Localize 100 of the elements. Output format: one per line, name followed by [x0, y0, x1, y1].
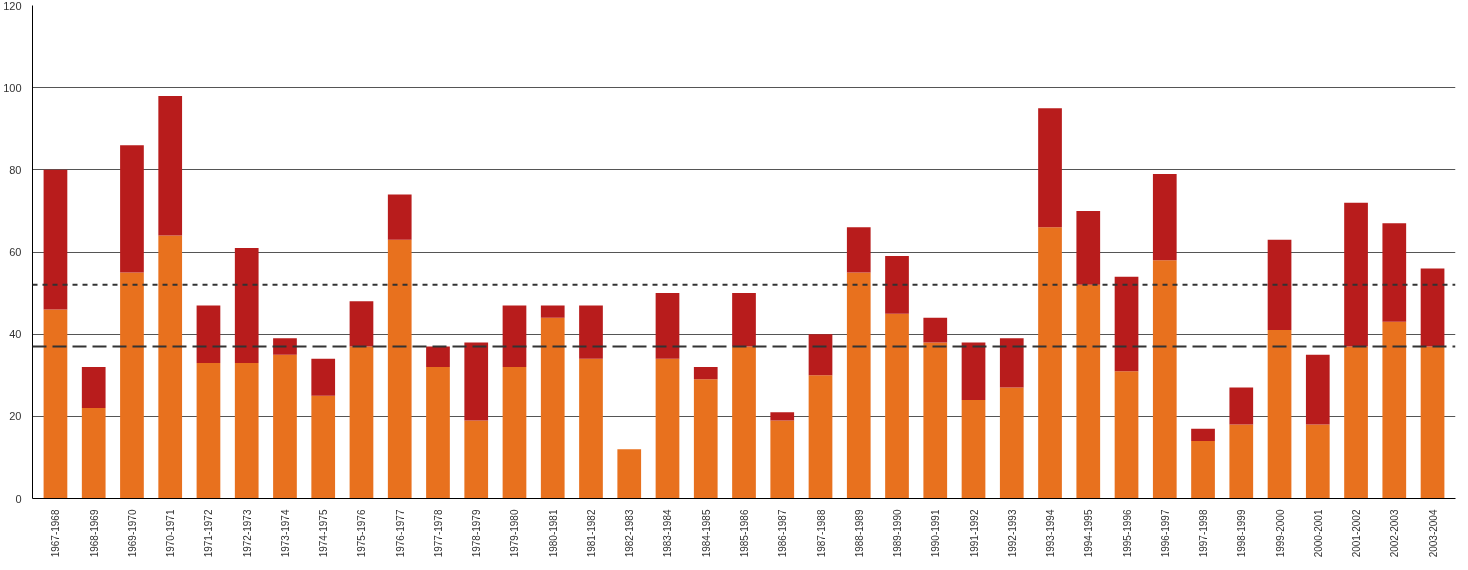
x-tick-label: 1990-1991: [930, 509, 942, 558]
bar: [1114, 371, 1139, 499]
bar: [1305, 424, 1330, 499]
y-tick-label: 80: [9, 163, 22, 176]
bar: [693, 379, 718, 499]
y-tick-label: 60: [9, 246, 22, 258]
x-tick-label: 1976-1977: [394, 509, 406, 558]
x-tick-label: 1980-1981: [547, 509, 559, 558]
x-tick-label: 1995-1996: [1121, 509, 1133, 558]
x-tick-label: 1993-1994: [1045, 509, 1057, 558]
bar: [311, 395, 336, 499]
bar: [885, 313, 909, 499]
bar: [1267, 330, 1292, 499]
bar: [1382, 223, 1407, 322]
bar: [502, 367, 527, 499]
bar: [808, 375, 833, 499]
bar: [617, 449, 642, 499]
bar: [1152, 173, 1177, 261]
x-tick-label: 1994-1995: [1083, 509, 1095, 558]
x-tick-label: 1984-1985: [700, 509, 712, 558]
bar: [387, 239, 412, 499]
x-tick-label: 1983-1984: [662, 509, 674, 558]
bar: [43, 169, 68, 310]
x-tick-label: 1973-1974: [279, 509, 291, 558]
bar: [81, 408, 106, 499]
x-tick-label: 1987-1988: [815, 509, 827, 558]
x-tick-label: 1979-1980: [509, 509, 521, 558]
x-tick-label: 1970-1971: [165, 509, 177, 558]
bar: [1420, 346, 1445, 499]
x-tick-label: 1982-1983: [624, 509, 636, 558]
x-tick-label: 1985-1986: [739, 509, 750, 558]
bar: [426, 346, 450, 368]
bar: [1229, 387, 1254, 425]
x-tick-label: 1991-1992: [968, 509, 980, 558]
bar: [81, 367, 106, 409]
bar: [1191, 440, 1215, 499]
bar: [1305, 354, 1330, 425]
bar: [120, 272, 144, 499]
y-tick-label: 40: [9, 328, 22, 341]
bar: [1076, 210, 1101, 285]
bar: [464, 420, 489, 499]
bar: [999, 338, 1024, 388]
bar: [732, 293, 756, 347]
bar: [349, 301, 374, 347]
x-tick-label: 1996-1997: [1159, 509, 1171, 558]
y-tick-label: 100: [3, 81, 22, 94]
bar: [349, 346, 374, 499]
bar: [1382, 321, 1407, 499]
bar: [234, 362, 259, 499]
bar: [158, 235, 183, 499]
bar: [961, 399, 986, 499]
bar: [1344, 346, 1368, 499]
bar: [732, 346, 756, 499]
bar: [1191, 428, 1215, 441]
x-tick-label: 2000-2001: [1312, 509, 1324, 558]
bar: [502, 305, 527, 368]
bar: [464, 342, 489, 421]
x-tick-label: 1977-1978: [432, 509, 444, 558]
bar: [655, 358, 680, 499]
bar: [540, 305, 565, 318]
x-tick-label: 1999-2000: [1274, 509, 1286, 558]
bar: [1267, 239, 1292, 331]
bar: [693, 367, 718, 380]
bar: [1152, 260, 1177, 499]
bar: [961, 342, 986, 400]
bar: [311, 358, 336, 396]
bar: [923, 317, 948, 343]
x-tick-label: 1968-1969: [88, 509, 100, 558]
x-tick-label: 1967-1968: [50, 509, 62, 558]
bar: [579, 358, 603, 499]
x-tick-label: 1997-1998: [1198, 509, 1210, 558]
bar: [655, 293, 680, 359]
bar: [885, 256, 909, 314]
x-tick-label: 2001-2002: [1351, 509, 1363, 558]
bar: [273, 354, 297, 499]
bar: [1038, 227, 1062, 499]
bar: [196, 362, 221, 499]
bar: [426, 367, 450, 499]
bar: [1114, 276, 1139, 372]
bar: [770, 420, 795, 499]
bar: [540, 317, 565, 499]
bar: [1038, 108, 1062, 228]
x-tick-label: 2002-2003: [1389, 509, 1401, 558]
x-tick-label: 1992-1993: [1006, 509, 1018, 558]
bar: [579, 305, 603, 359]
bar: [273, 338, 297, 355]
bar: [1420, 268, 1445, 347]
y-tick-label: 120: [3, 0, 22, 12]
y-tick-label: 0: [15, 492, 22, 505]
x-tick-label: 1975-1976: [356, 509, 368, 558]
x-tick-label: 1978-1979: [471, 509, 483, 558]
x-tick-label: 1971-1972: [203, 509, 215, 558]
bar: [808, 334, 833, 376]
x-tick-label: 2003-2004: [1427, 509, 1439, 558]
bar: [120, 145, 144, 273]
bar: [923, 342, 948, 499]
y-tick-label: 20: [9, 410, 22, 423]
bar: [1344, 202, 1368, 347]
bar: [770, 412, 795, 421]
x-tick-label: 1974-1975: [318, 509, 330, 558]
